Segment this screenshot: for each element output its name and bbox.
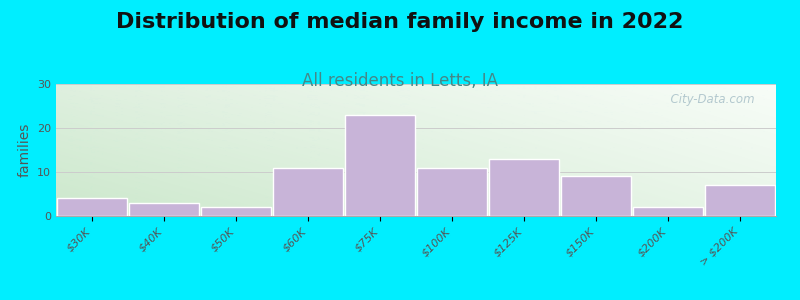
Bar: [201, 207, 271, 216]
Bar: [705, 185, 775, 216]
Bar: [57, 198, 127, 216]
Bar: [129, 203, 199, 216]
Text: City-Data.com: City-Data.com: [662, 93, 754, 106]
Bar: [561, 176, 631, 216]
Text: Distribution of median family income in 2022: Distribution of median family income in …: [116, 12, 684, 32]
Bar: [417, 168, 487, 216]
Bar: [489, 159, 559, 216]
Bar: [345, 115, 415, 216]
Bar: [273, 168, 343, 216]
Bar: [633, 207, 703, 216]
Y-axis label: families: families: [18, 123, 31, 177]
Text: All residents in Letts, IA: All residents in Letts, IA: [302, 72, 498, 90]
